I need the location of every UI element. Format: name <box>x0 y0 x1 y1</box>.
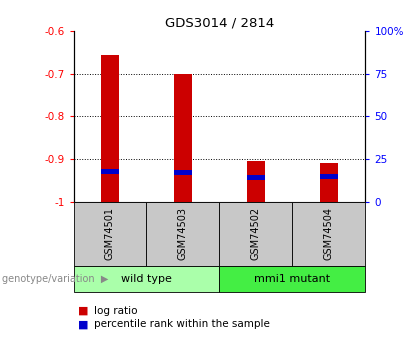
Title: GDS3014 / 2814: GDS3014 / 2814 <box>165 17 274 30</box>
Text: ■: ■ <box>78 306 88 315</box>
Text: GSM74501: GSM74501 <box>105 207 115 260</box>
Text: mmi1 mutant: mmi1 mutant <box>255 274 331 284</box>
Text: genotype/variation  ▶: genotype/variation ▶ <box>2 274 108 284</box>
Text: GSM74502: GSM74502 <box>251 207 261 260</box>
Bar <box>101 168 119 174</box>
Text: ■: ■ <box>78 319 88 329</box>
Bar <box>174 170 192 175</box>
Text: GSM74503: GSM74503 <box>178 207 188 260</box>
Bar <box>247 175 265 180</box>
Bar <box>247 161 265 202</box>
Bar <box>320 174 338 179</box>
Bar <box>101 55 119 202</box>
Text: percentile rank within the sample: percentile rank within the sample <box>94 319 270 329</box>
Bar <box>174 74 192 202</box>
Text: log ratio: log ratio <box>94 306 137 315</box>
Text: wild type: wild type <box>121 274 172 284</box>
Bar <box>320 164 338 202</box>
Text: GSM74504: GSM74504 <box>324 207 334 260</box>
